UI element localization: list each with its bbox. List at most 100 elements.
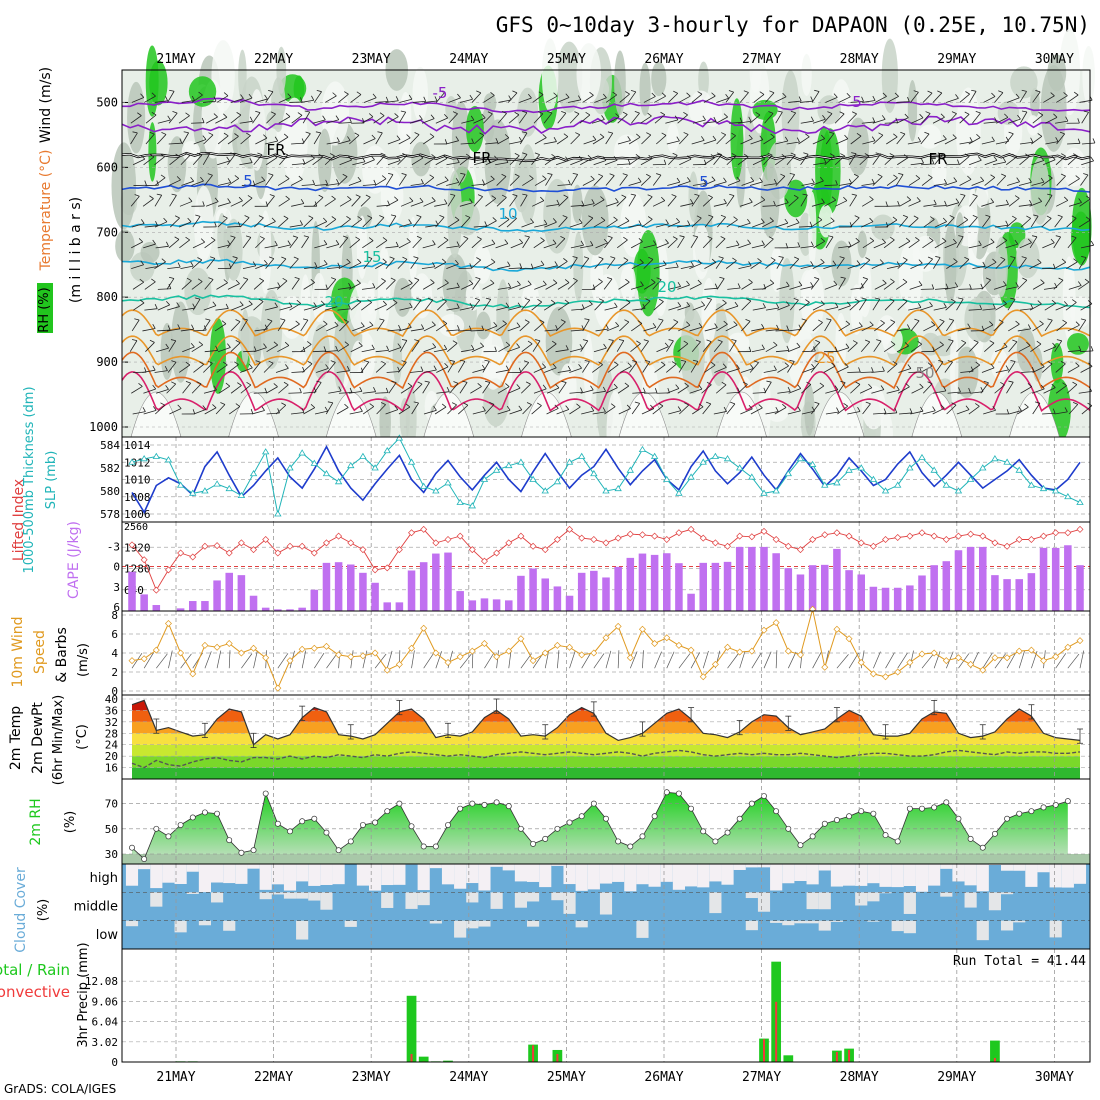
wind-barb (277, 653, 289, 669)
thickness-point (918, 453, 926, 461)
wind-barb-flag (1001, 173, 1006, 177)
cape-bar (456, 591, 464, 611)
wind-barb-shaft (726, 368, 740, 373)
wind-speed-point (529, 657, 537, 665)
wind-barb-flag (195, 214, 201, 217)
wind-barb-shaft (398, 174, 407, 186)
wind-barb-shaft (192, 216, 201, 228)
wind-barb-flag (420, 366, 424, 372)
cape-bar (1064, 545, 1072, 611)
wind-barb-flag (372, 282, 376, 288)
wind-barb-shaft (145, 265, 159, 270)
thickness-point (966, 475, 975, 482)
wind-barb-flag (288, 302, 293, 307)
wind-barb-flag (854, 298, 860, 302)
credit-text: GrADS: COLA/IGES (4, 1082, 117, 1096)
wind-barb-shaft (362, 159, 375, 166)
wind-barb-shaft (130, 195, 140, 207)
wind-barb-flag (540, 196, 545, 201)
wind-barb-shaft (436, 300, 447, 311)
wind-barb-flag (397, 343, 402, 348)
wind-barb-shaft (907, 141, 921, 145)
precip-convective-label: Convective (0, 983, 70, 1001)
rh-shading-patch (1016, 237, 1040, 279)
wind-barb-shaft (1007, 97, 1020, 103)
wind-barb-flag (139, 278, 145, 283)
cloud-cell (745, 864, 758, 868)
lifted-index-point (651, 532, 659, 540)
cape-bar (796, 574, 805, 611)
wind-speed-point (335, 651, 343, 659)
wind-barb-flag (534, 152, 540, 155)
wind-barb-flag (583, 256, 589, 259)
wind-barb-flag (186, 277, 192, 282)
wind-barb-shaft (802, 367, 815, 373)
cloud-cell (1013, 920, 1026, 923)
rh-point (870, 810, 877, 817)
wind-barb-flag (607, 235, 613, 239)
wind-barb-shaft (1018, 204, 1032, 207)
wind-barb-flag (686, 177, 691, 182)
wind-barb-flag (949, 215, 955, 218)
wind-barb-flag (748, 134, 753, 139)
wind-barb-flag (1081, 256, 1087, 258)
wind-barb-shaft (1042, 159, 1056, 166)
wind-barb-shaft (472, 278, 481, 290)
cape-bar (784, 568, 793, 611)
wind-barb-shaft (459, 382, 468, 394)
wind-barb-shaft (291, 203, 304, 207)
wind-barb-shaft (726, 244, 740, 249)
wind-barb-shaft (751, 327, 765, 332)
wind-barb-shaft (362, 184, 376, 186)
temperature-axis-label: Temperature (°C) (38, 150, 54, 272)
thickness-point (930, 466, 938, 473)
lifted-index-point (991, 539, 999, 547)
wind-barb-flag (506, 405, 511, 411)
precip-convective-bar (410, 1053, 413, 1062)
wind-barb-flag (736, 240, 740, 246)
wind-barb-shaft (215, 404, 226, 415)
wind-barb-shaft (145, 114, 157, 124)
wind-barb-shaft (362, 240, 374, 249)
wind-barb-shaft (254, 217, 264, 228)
rh-base (122, 854, 1090, 864)
wind-barb-flag (502, 320, 507, 324)
cape-bar (529, 568, 537, 611)
wind-barb-flag (441, 298, 447, 302)
rh-point (748, 800, 755, 807)
wind-barb-flag (481, 179, 485, 185)
wind-barb-flag (881, 366, 885, 372)
wind-barb-flag (212, 404, 217, 409)
wind-barb-flag (658, 402, 664, 407)
cloud-cell (1061, 864, 1074, 888)
wind-barb-flag (935, 256, 941, 258)
lifted-index-point (821, 531, 829, 539)
rh-shading-patch (408, 216, 418, 283)
wind-barb-flag (721, 132, 726, 136)
wind-barb-flag (687, 155, 692, 160)
wind-barb-shaft (458, 267, 472, 270)
wind-barb-flag (1002, 237, 1008, 241)
thickness-point (675, 489, 683, 496)
lifted-index-point (274, 549, 282, 557)
wind-barb-shaft (291, 371, 305, 373)
wind-barb-shaft (862, 240, 875, 249)
wind-barb-shaft (713, 341, 723, 352)
wind-barb-shaft (239, 162, 253, 166)
wind-barb-flag (647, 112, 652, 117)
wind-barb-flag (300, 97, 303, 103)
wind-speed-point (1076, 637, 1084, 645)
wind-barb-shaft (275, 368, 289, 373)
rh-point (250, 847, 257, 854)
wind-barb-shaft (1055, 363, 1066, 373)
wind-barb-shaft (1019, 141, 1033, 145)
wind-barb-shaft (677, 305, 690, 311)
wind-barb-flag (519, 263, 523, 269)
wind-barb-shaft (859, 387, 873, 394)
wind-barb-flag (588, 215, 594, 219)
wind-barb-flag (190, 261, 194, 267)
wind-barb-flag (1073, 91, 1079, 96)
wind-barb-flag (627, 136, 631, 141)
wind-barb-flag (965, 91, 970, 95)
